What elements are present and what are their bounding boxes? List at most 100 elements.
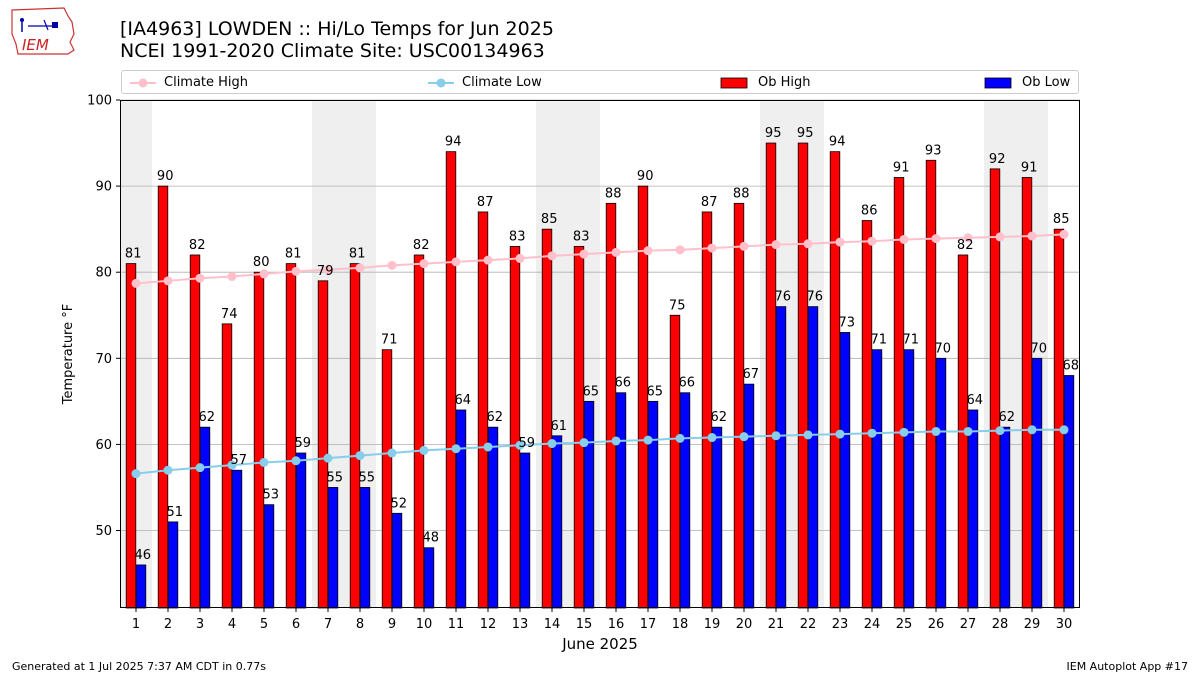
x-tick-label: 23 <box>832 617 849 632</box>
ob-low-label: 64 <box>455 393 472 408</box>
ob-high-label: 87 <box>477 195 494 210</box>
ob-low-bar <box>583 400 595 609</box>
ob-low-bar <box>487 426 499 609</box>
x-tick-label: 18 <box>672 617 689 632</box>
ob-low-bar <box>807 306 819 609</box>
climate-low-point <box>739 432 749 442</box>
climate-high-point <box>163 276 173 286</box>
ob-low-bar <box>263 504 275 609</box>
ob-high-label: 85 <box>541 212 558 227</box>
ob-low-label: 73 <box>839 315 856 330</box>
ob-low-label: 57 <box>231 453 248 468</box>
climate-high-point <box>739 241 749 251</box>
climate-high-point <box>611 247 621 257</box>
ob-high-label: 83 <box>509 229 526 244</box>
climate-high-point <box>995 232 1005 242</box>
footer-generated: Generated at 1 Jul 2025 7:37 AM CDT in 0… <box>12 660 266 673</box>
ob-low-bar <box>231 469 243 609</box>
x-tick-label: 10 <box>416 617 433 632</box>
climate-low-point <box>963 426 973 436</box>
ob-high-bar <box>157 185 169 609</box>
weekend-bands <box>120 100 1048 608</box>
ob-high-label: 90 <box>637 169 654 184</box>
ob-high-label: 74 <box>221 307 238 322</box>
legend-label-ob-high: Ob High <box>758 75 811 90</box>
climate-high-point <box>515 253 525 263</box>
x-tick-label: 17 <box>640 617 657 632</box>
iem-logo: IEM <box>8 6 80 62</box>
x-tick-label: 11 <box>448 617 465 632</box>
climate-high-point <box>419 259 429 269</box>
climate-lines <box>131 229 1069 479</box>
ob-high-bar <box>861 220 873 609</box>
ob-low-label: 61 <box>551 419 568 434</box>
ob-low-label: 66 <box>615 376 632 391</box>
legend-label-climate-low: Climate Low <box>462 75 542 90</box>
climate-low-point <box>291 456 301 466</box>
ob-high-label: 81 <box>125 247 142 262</box>
x-tick-label: 4 <box>228 617 236 632</box>
ob-high-bar <box>445 151 457 609</box>
ob-low-label: 62 <box>999 410 1016 425</box>
climate-high-point <box>835 237 845 247</box>
ob-high-bar <box>765 142 777 609</box>
ob-high-label: 80 <box>253 255 270 270</box>
legend-swatch-ob-low <box>984 77 1012 89</box>
ob-high-label: 85 <box>1053 212 1070 227</box>
y-axis-label: Temperature °F <box>61 304 76 405</box>
ob-high-label: 95 <box>765 126 782 141</box>
ob-high-bar <box>1053 228 1065 609</box>
ob-high-label: 75 <box>669 298 686 313</box>
legend-item-ob-high: Ob High <box>720 74 870 92</box>
ob-high-label: 92 <box>989 152 1006 167</box>
climate-high-point <box>1027 231 1037 241</box>
ob-high-label: 90 <box>157 169 174 184</box>
ob-low-label: 53 <box>263 488 280 503</box>
climate-high-line <box>135 233 1065 285</box>
climate-high-point <box>1059 229 1069 239</box>
climate-low-point <box>835 429 845 439</box>
ob-low-label: 52 <box>391 496 408 511</box>
x-tick-label: 13 <box>512 617 529 632</box>
climate-high-point <box>387 260 397 270</box>
ob-high-label: 91 <box>893 160 910 175</box>
climate-low-point <box>195 463 205 473</box>
climate-high-point <box>259 269 269 279</box>
ob-low-label: 51 <box>167 505 184 520</box>
x-tick-label: 20 <box>736 617 753 632</box>
ob-low-bar <box>135 564 147 609</box>
ob-high-label: 93 <box>925 143 942 158</box>
climate-high-point <box>547 251 557 261</box>
ob-low-label: 67 <box>743 367 760 382</box>
climate-low-point <box>707 433 717 443</box>
climate-high-point <box>867 236 877 246</box>
x-tick-label: 22 <box>800 617 817 632</box>
climate-low-point <box>899 427 909 437</box>
ob-low-label: 48 <box>423 531 440 546</box>
legend-item-ob-low: Ob Low <box>984 74 1076 92</box>
x-tick-label: 5 <box>260 617 268 632</box>
x-tick-label: 30 <box>1056 617 1073 632</box>
ob-low-label: 76 <box>807 290 824 305</box>
climate-low-point <box>675 433 685 443</box>
ob-high-label: 86 <box>861 204 878 219</box>
x-tick-label: 12 <box>480 617 497 632</box>
ob-high-label: 94 <box>445 135 462 150</box>
ob-high-bar <box>317 280 329 609</box>
climate-low-point <box>1027 425 1037 435</box>
bar-series <box>125 142 1075 609</box>
x-tick-label: 28 <box>992 617 1009 632</box>
ob-low-bar <box>743 383 755 609</box>
x-tick-label: 7 <box>324 617 332 632</box>
climate-low-point <box>771 431 781 441</box>
ob-low-bar <box>1031 357 1043 609</box>
ob-high-label: 88 <box>605 186 622 201</box>
legend-item-climate-low: Climate Low <box>426 74 626 92</box>
x-tick-label: 8 <box>356 617 364 632</box>
climate-low-line <box>135 428 1064 475</box>
x-tick-label: 29 <box>1024 617 1041 632</box>
climate-high-point <box>675 245 685 255</box>
ob-high-bar <box>733 202 745 609</box>
plot-frame <box>120 100 1080 608</box>
ob-high-label: 79 <box>317 264 334 279</box>
